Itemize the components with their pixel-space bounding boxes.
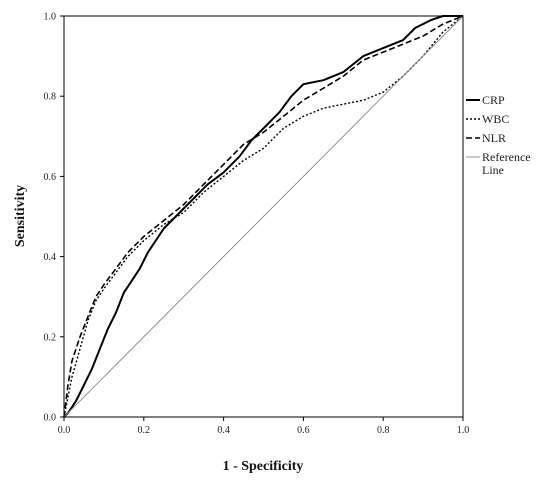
y-tick-label: 0.6 — [44, 172, 57, 183]
x-tick-label: 0.4 — [217, 425, 230, 436]
x-axis-title: 1 - Specificity — [223, 459, 304, 474]
legend-label-wbc: WBC — [482, 112, 509, 126]
legend-label-crp: CRP — [482, 93, 505, 107]
series-line-reference-line — [63, 15, 464, 418]
legend-label-reference: Reference — [482, 150, 531, 164]
series-line-wbc — [63, 15, 464, 418]
y-tick-label: 1.0 — [44, 12, 57, 23]
x-tick-label: 0.2 — [138, 425, 151, 436]
x-tick-label: 1.0 — [457, 425, 470, 436]
legend-label-nlr: NLR — [482, 131, 506, 145]
series-line-crp — [63, 15, 463, 418]
y-tick-label: 0.8 — [44, 92, 57, 103]
legend-label-reference-line2: Line — [482, 163, 504, 177]
y-axis-title: Sensitivity — [13, 185, 28, 247]
x-tick-label: 0.6 — [297, 425, 310, 436]
x-tick-label: 0.0 — [58, 425, 71, 436]
y-tick-label: 0.0 — [44, 413, 57, 424]
plot-frame — [63, 15, 464, 418]
y-tick-label: 0.2 — [44, 332, 57, 343]
y-tick-label: 0.4 — [44, 252, 57, 263]
x-tick-label: 0.8 — [377, 425, 390, 436]
